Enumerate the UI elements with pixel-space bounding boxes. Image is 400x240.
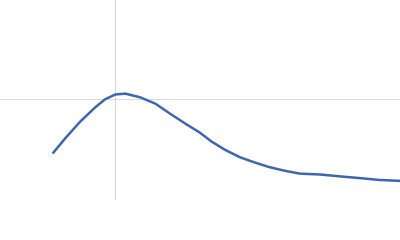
data-line [52,92,400,183]
chart [0,0,400,200]
